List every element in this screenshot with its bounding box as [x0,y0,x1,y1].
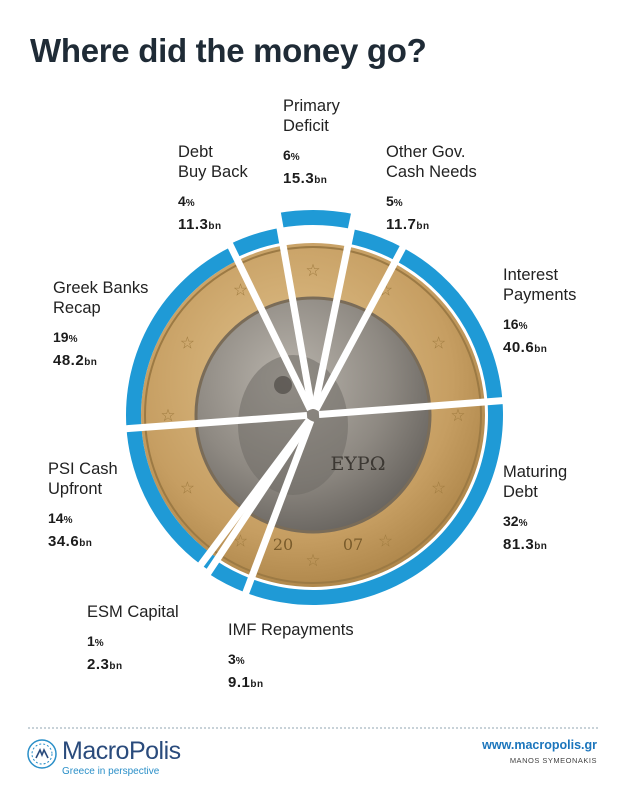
ring-segment-other-gov-cash-needs [348,228,403,261]
slice-percent: 4% [178,193,195,209]
brand-tagline: Greece in perspective [62,766,160,777]
ring-segment-primary-deficit [277,210,355,229]
footer-divider [28,727,598,729]
slice-name-line: Debt [178,143,213,161]
slice-amount: 81.3bn [503,536,548,553]
slice-name-line: IMF Repayments [228,621,354,639]
slice-amount: 34.6bn [48,533,93,550]
author-credit: MANOS SYMEONAKIS [509,756,597,765]
slice-divider [181,417,313,590]
slice-amount: 11.3bn [178,216,222,233]
slice-name-line: Debt [503,483,538,501]
coin-year-right: 07 [343,535,363,554]
slice-name-line: ESM Capital [87,603,179,621]
coin-star-icon: ☆ [233,532,248,551]
slice-amount: 11.7bn [386,216,430,233]
slice-name-line: PSI Cash [48,460,118,478]
slice-percent: 6% [283,147,300,163]
coin-star-icon: ☆ [431,334,446,353]
slice-label-psi-cash-upfront: PSI Cash Upfront 14% 34.6bn [48,459,118,555]
slice-divider [272,202,316,410]
ring-segment-psi-cash-upfront [126,427,210,565]
brand-name: MacroPolis [62,737,181,765]
slice-amount: 15.3bn [283,170,328,187]
ring-segment-greek-banks-recap [126,246,238,429]
coin-star-icon: ☆ [180,479,195,498]
slice-percent: 3% [228,651,245,667]
slice-percent: 19% [53,329,78,345]
slice-name-line: Buy Back [178,163,248,181]
coin-star-icon: ☆ [305,551,320,570]
coin-star-icon: ☆ [431,479,446,498]
coin-star-icon: ☆ [378,532,393,551]
slice-name-line: Cash Needs [386,163,477,181]
slice-name-line: Upfront [48,480,103,498]
ring-segment-maturing-debt [245,400,504,606]
website-link[interactable]: www.macropolis.gr [482,738,597,752]
slice-divider [98,411,308,435]
slice-name-line: Interest [503,266,559,284]
slice-label-maturing-debt: Maturing Debt 32% 81.3bn [503,462,567,558]
slice-amount: 9.1bn [228,674,264,691]
ring-segment-imf-repayments [207,560,252,593]
slice-amount: 48.2bn [53,352,98,369]
slice-divider [215,220,314,412]
slice-label-esm-capital: ESM Capital 1% 2.3bn [87,602,179,678]
slice-label-debt-buy-back: Debt Buy Back 4% 11.3bn [178,142,248,238]
coin-year-left: 20 [273,535,293,554]
ring-segment-esm-capital [200,552,218,571]
ring-segments [126,210,504,606]
coin-star-icon: ☆ [450,406,465,425]
slice-dividers [98,202,528,618]
slice-amount: 40.6bn [503,339,548,356]
slice-divider [312,223,418,412]
slice-amount: 2.3bn [87,656,123,673]
slice-percent: 16% [503,316,528,332]
slice-label-imf-repayments: IMF Repayments 3% 9.1bn [228,620,354,696]
slice-percent: 32% [503,513,528,529]
coin-star-icon: ☆ [305,261,320,280]
slice-name-line: Payments [503,286,577,304]
slice-name-line: Primary [283,97,340,115]
page-title: Where did the money go? [30,32,427,69]
slice-divider [318,395,528,419]
slice-label-primary-deficit: Primary Deficit 6% 15.3bn [283,96,340,192]
slice-label-other-gov-cash-needs: Other Gov. Cash Needs 5% 11.7bn [386,142,477,238]
macropolis-logo-icon [27,739,57,769]
slice-name-line: Recap [53,299,101,317]
slice-name-line: Greek Banks [53,279,149,297]
slice-divider [233,419,315,618]
coin-inscription: ΕΥΡΩ [331,453,386,475]
coin-star-icon: ☆ [233,280,248,299]
ring-segment-debt-buy-back [229,227,283,258]
coin-star-icon: ☆ [180,334,195,353]
slice-name-line: Other Gov. [386,143,466,161]
slice-percent: 5% [386,193,403,209]
slice-percent: 14% [48,510,73,526]
slice-label-interest-payments: Interest Payments 16% 40.6bn [503,265,576,361]
slice-name-line: Deficit [283,117,329,135]
slice-name-line: Maturing [503,463,568,481]
coin-star-icon: ☆ [160,406,175,425]
slice-divider [310,203,360,410]
slice-label-greek-banks-recap: Greek Banks Recap 19% 48.2bn [53,278,148,374]
slice-percent: 1% [87,633,104,649]
ring-segment-interest-payments [395,247,503,402]
